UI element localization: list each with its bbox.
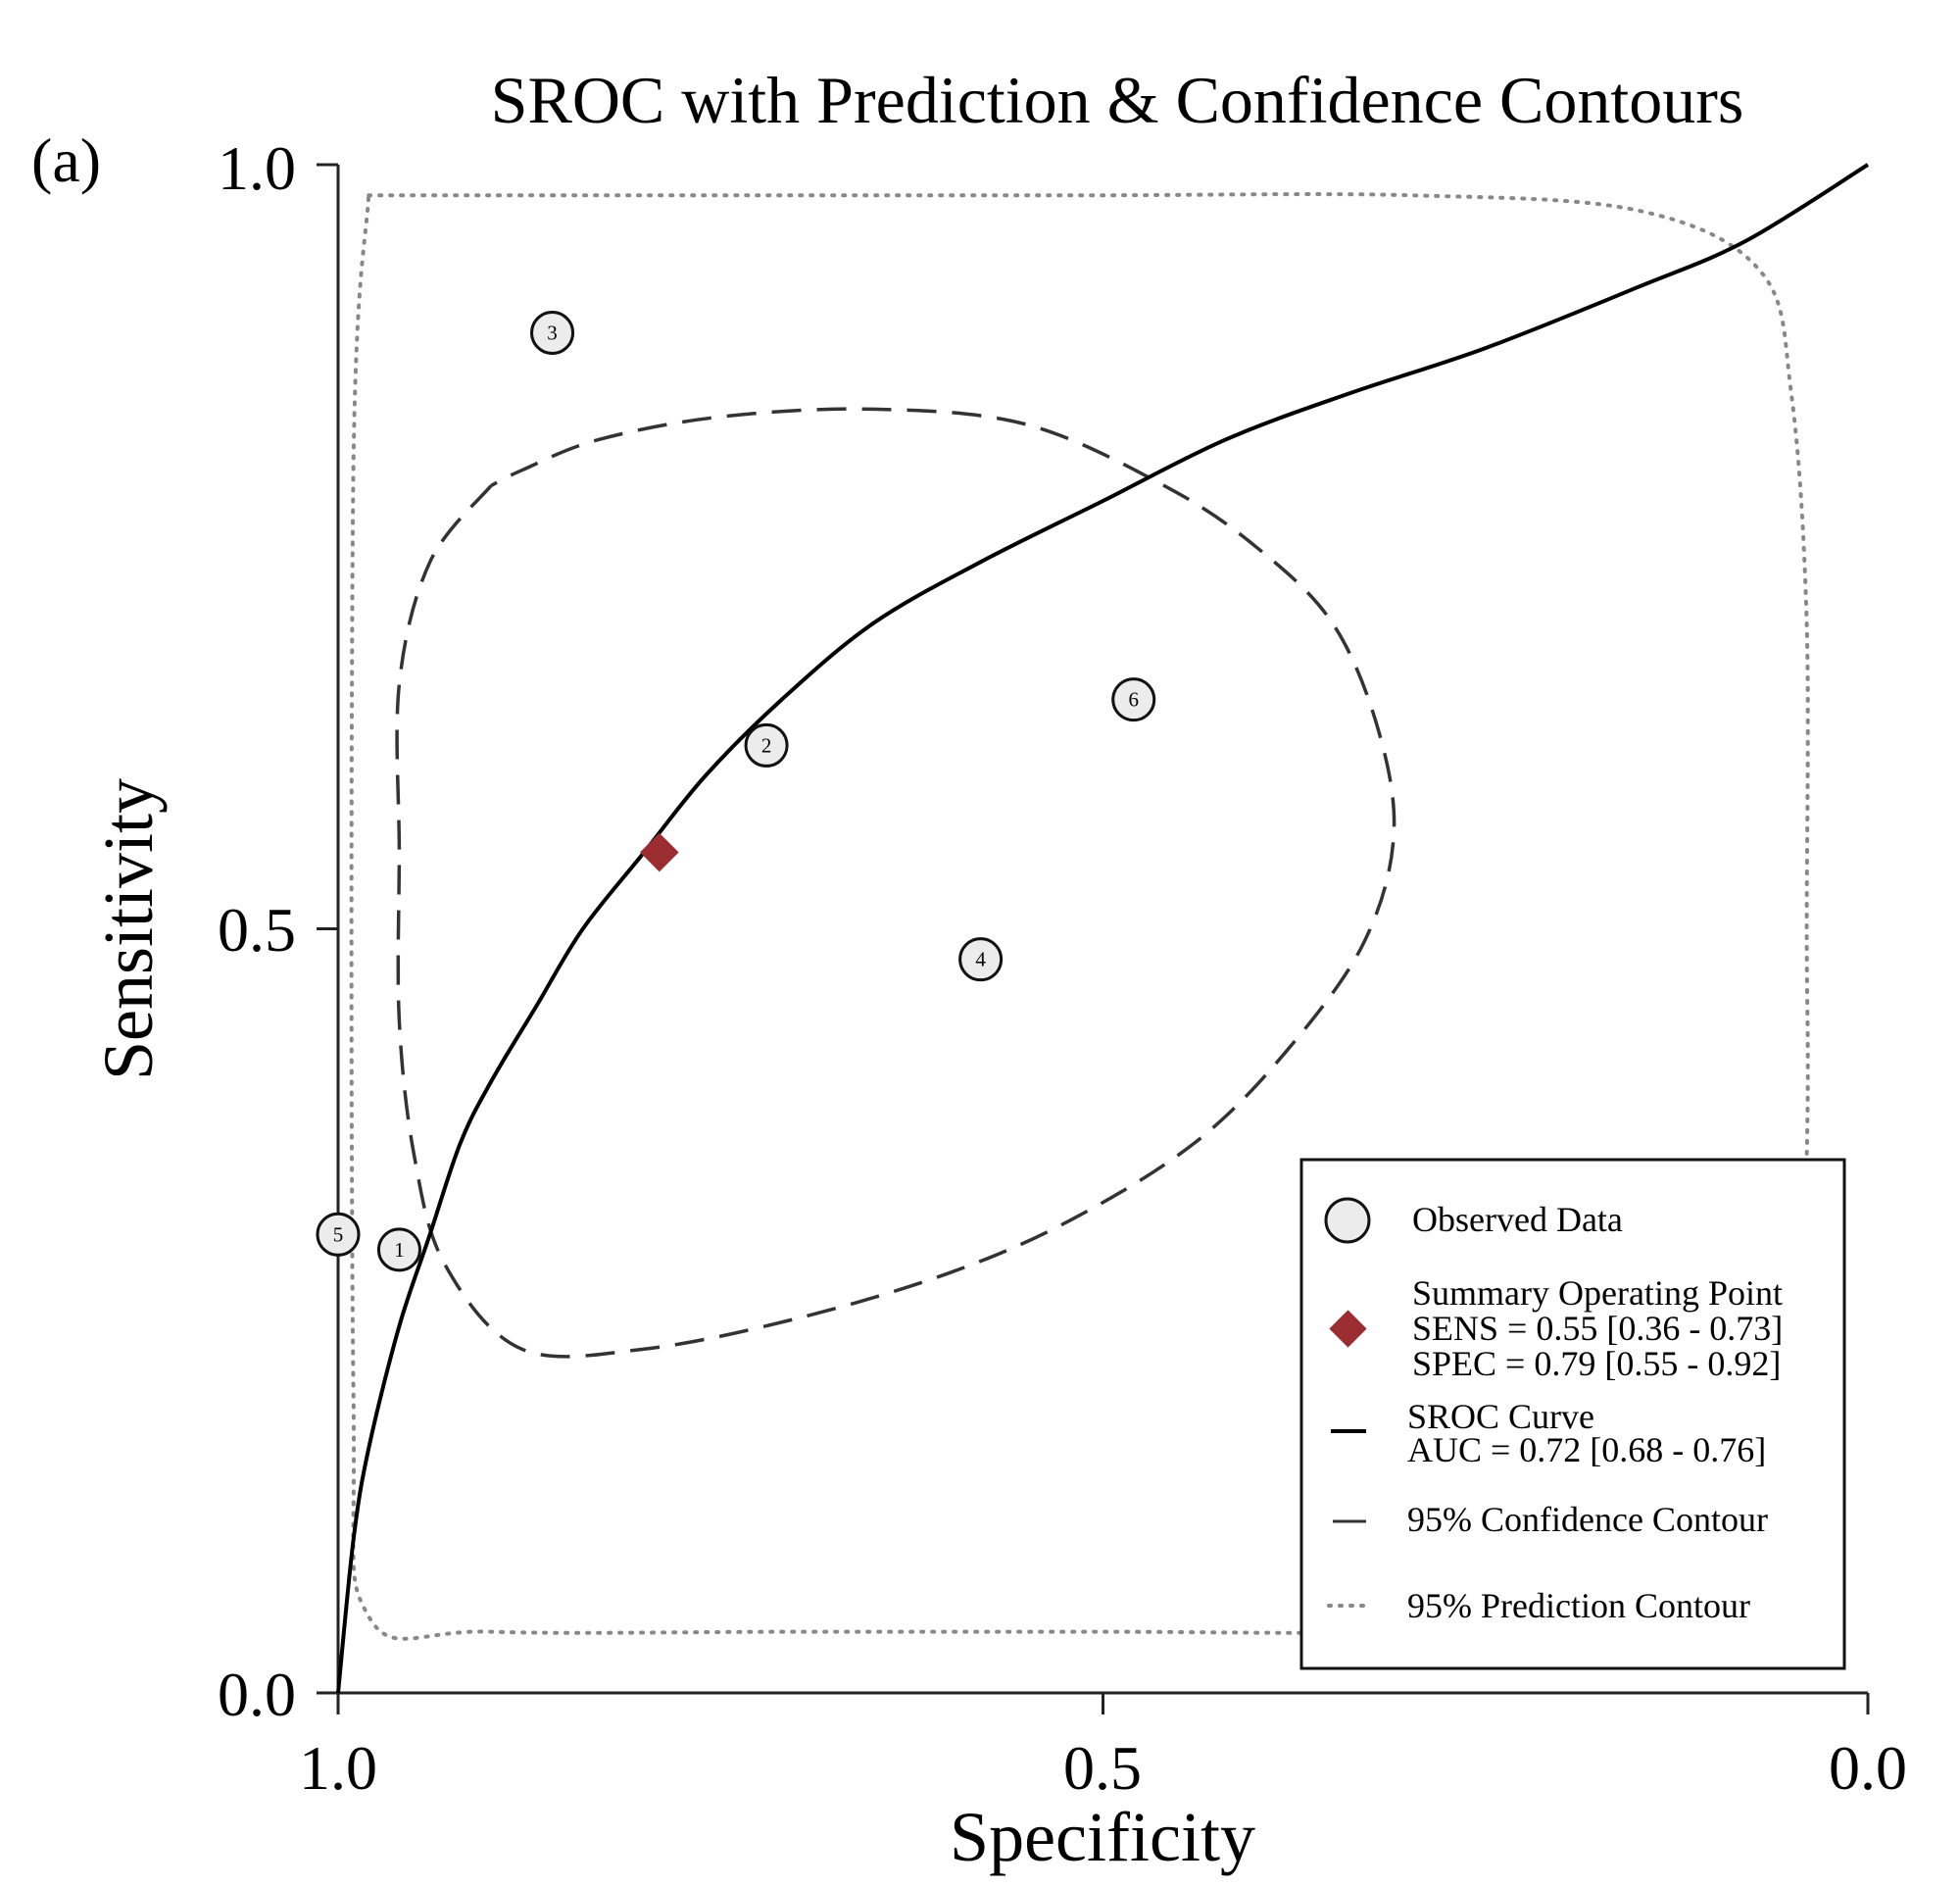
- y-tick-label-05: 0.5: [218, 895, 296, 965]
- observed-point-4: 4: [958, 937, 1004, 982]
- summary-point-group: [640, 832, 679, 872]
- legend-observed-icon: [1324, 1197, 1371, 1244]
- observed-point-label: 6: [1128, 688, 1139, 712]
- observed-point-label: 4: [975, 948, 986, 971]
- legend-summary-title: Summary Operating Point: [1412, 1273, 1783, 1313]
- x-axis-label: Specificity: [950, 1798, 1255, 1876]
- observed-point-marker: [376, 1227, 421, 1272]
- legend-prediction-label: 95% Prediction Contour: [1407, 1586, 1750, 1625]
- x-tick-label-1: 1.0: [299, 1733, 377, 1803]
- observed-point-marker: [316, 1212, 361, 1257]
- observed-point-2: 2: [744, 722, 789, 768]
- legend-observed-label: Observed Data: [1412, 1200, 1623, 1239]
- observed-point-5: 5: [316, 1212, 361, 1257]
- confidence-contour: [395, 407, 1396, 1359]
- legend: Observed Data Summary Operating Point SE…: [1299, 1158, 1846, 1670]
- legend-box: [1299, 1158, 1846, 1670]
- y-axis-label: Sensitivity: [89, 778, 168, 1080]
- observed-point-label: 5: [333, 1222, 344, 1246]
- axis-ticks: [317, 163, 1870, 1714]
- observed-point-marker: [1111, 677, 1156, 722]
- observed-point-label: 3: [547, 321, 558, 344]
- observed-point-label: 1: [394, 1238, 405, 1262]
- panel-label: (a): [31, 125, 101, 195]
- observed-point-1: 1: [376, 1227, 421, 1272]
- observed-point-label: 2: [761, 733, 772, 757]
- x-tick-label-0: 0.0: [1829, 1733, 1907, 1803]
- summary-operating-point: [640, 832, 679, 872]
- observed-points: 1 2 3 4 5 6: [316, 310, 1156, 1272]
- legend-sroc-title: SROC Curve: [1407, 1397, 1594, 1436]
- legend-spec: SPEC = 0.79 [0.55 - 0.92]: [1412, 1344, 1781, 1383]
- sroc-curve: [336, 163, 1870, 1694]
- y-tick-label-0: 0.0: [218, 1660, 296, 1729]
- y-tick-label-1: 1.0: [218, 133, 296, 203]
- observed-point-marker: [744, 722, 789, 768]
- observed-point-marker: [530, 310, 575, 355]
- x-tick-label-05: 0.5: [1063, 1733, 1142, 1803]
- observed-point-marker: [958, 937, 1004, 982]
- legend-confidence-label: 95% Confidence Contour: [1407, 1500, 1768, 1539]
- observed-point-3: 3: [530, 310, 575, 355]
- chart-title: SROC with Prediction & Confidence Contou…: [491, 63, 1744, 137]
- legend-sens: SENS = 0.55 [0.36 - 0.73]: [1412, 1309, 1783, 1348]
- legend-auc: AUC = 0.72 [0.68 - 0.76]: [1407, 1430, 1766, 1469]
- legend-summary-icon: [1329, 1310, 1367, 1348]
- observed-point-6: 6: [1111, 677, 1156, 722]
